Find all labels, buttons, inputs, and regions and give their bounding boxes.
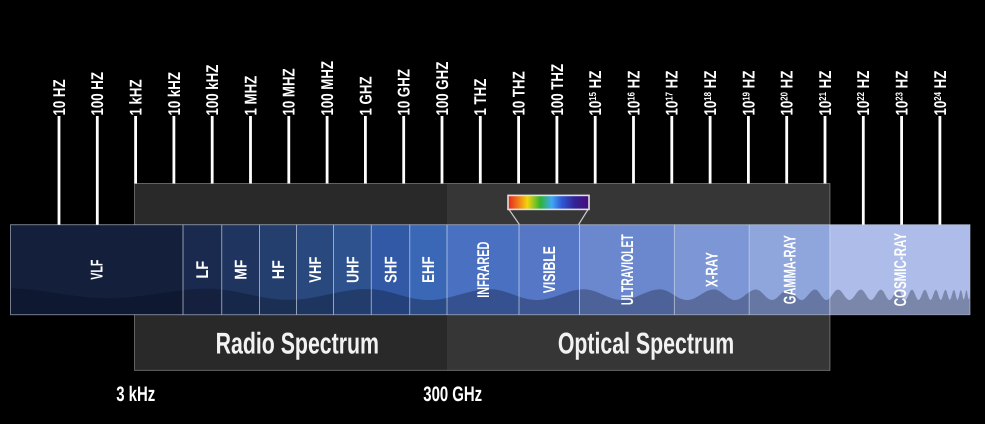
svg-text:1018 HZ: 1018 HZ [701, 71, 720, 116]
svg-text:UHF: UHF [343, 256, 362, 283]
svg-text:1024 HZ: 1024 HZ [931, 71, 950, 116]
svg-text:1020 HZ: 1020 HZ [778, 71, 797, 116]
svg-text:3 kHz: 3 kHz [116, 383, 155, 406]
svg-text:1017 HZ: 1017 HZ [663, 71, 682, 116]
svg-text:100 kHZ: 100 kHZ [203, 65, 222, 116]
svg-text:1 GHZ: 1 GHZ [356, 76, 375, 115]
svg-text:VLF: VLF [88, 260, 107, 280]
svg-text:100 THZ: 100 THZ [548, 64, 567, 116]
svg-text:10 THZ: 10 THZ [510, 71, 529, 115]
svg-text:LF: LF [193, 261, 212, 279]
svg-text:1 MHZ: 1 MHZ [241, 76, 260, 116]
svg-text:SHF: SHF [381, 256, 400, 283]
svg-text:1019 HZ: 1019 HZ [739, 71, 758, 116]
svg-text:100 MHZ: 100 MHZ [318, 61, 337, 116]
svg-text:1 THZ: 1 THZ [471, 79, 490, 116]
svg-text:1015 HZ: 1015 HZ [586, 71, 605, 116]
svg-text:10 MHZ: 10 MHZ [280, 68, 299, 115]
svg-text:COSMIC-RAY: COSMIC-RAY [891, 232, 910, 306]
svg-text:1 kHZ: 1 kHZ [127, 79, 146, 115]
svg-text:GAMMA-RAY: GAMMA-RAY [780, 235, 799, 304]
svg-text:1016 HZ: 1016 HZ [624, 71, 643, 116]
svg-text:Optical Spectrum: Optical Spectrum [558, 328, 734, 361]
svg-text:VHF: VHF [306, 257, 325, 283]
svg-text:Radio Spectrum: Radio Spectrum [216, 328, 379, 361]
svg-text:100 GHZ: 100 GHZ [433, 62, 452, 116]
svg-text:1021 HZ: 1021 HZ [816, 71, 835, 116]
svg-text:100 HZ: 100 HZ [88, 72, 107, 115]
svg-text:EHF: EHF [419, 256, 438, 283]
svg-text:10 HZ: 10 HZ [50, 79, 69, 115]
svg-text:300 GHz: 300 GHz [423, 383, 482, 406]
svg-text:HF: HF [269, 260, 288, 279]
svg-text:VISIBLE: VISIBLE [540, 246, 559, 293]
svg-text:MF: MF [232, 260, 251, 280]
svg-text:10 kHZ: 10 kHZ [165, 72, 184, 115]
svg-text:INFRARED: INFRARED [474, 242, 493, 298]
svg-text:ULTRAVIOLET: ULTRAVIOLET [618, 234, 637, 305]
svg-text:1022 HZ: 1022 HZ [854, 71, 873, 116]
svg-text:X-RAY: X-RAY [703, 252, 722, 287]
svg-text:1023 HZ: 1023 HZ [893, 71, 912, 116]
svg-text:10 GHZ: 10 GHZ [395, 69, 414, 115]
